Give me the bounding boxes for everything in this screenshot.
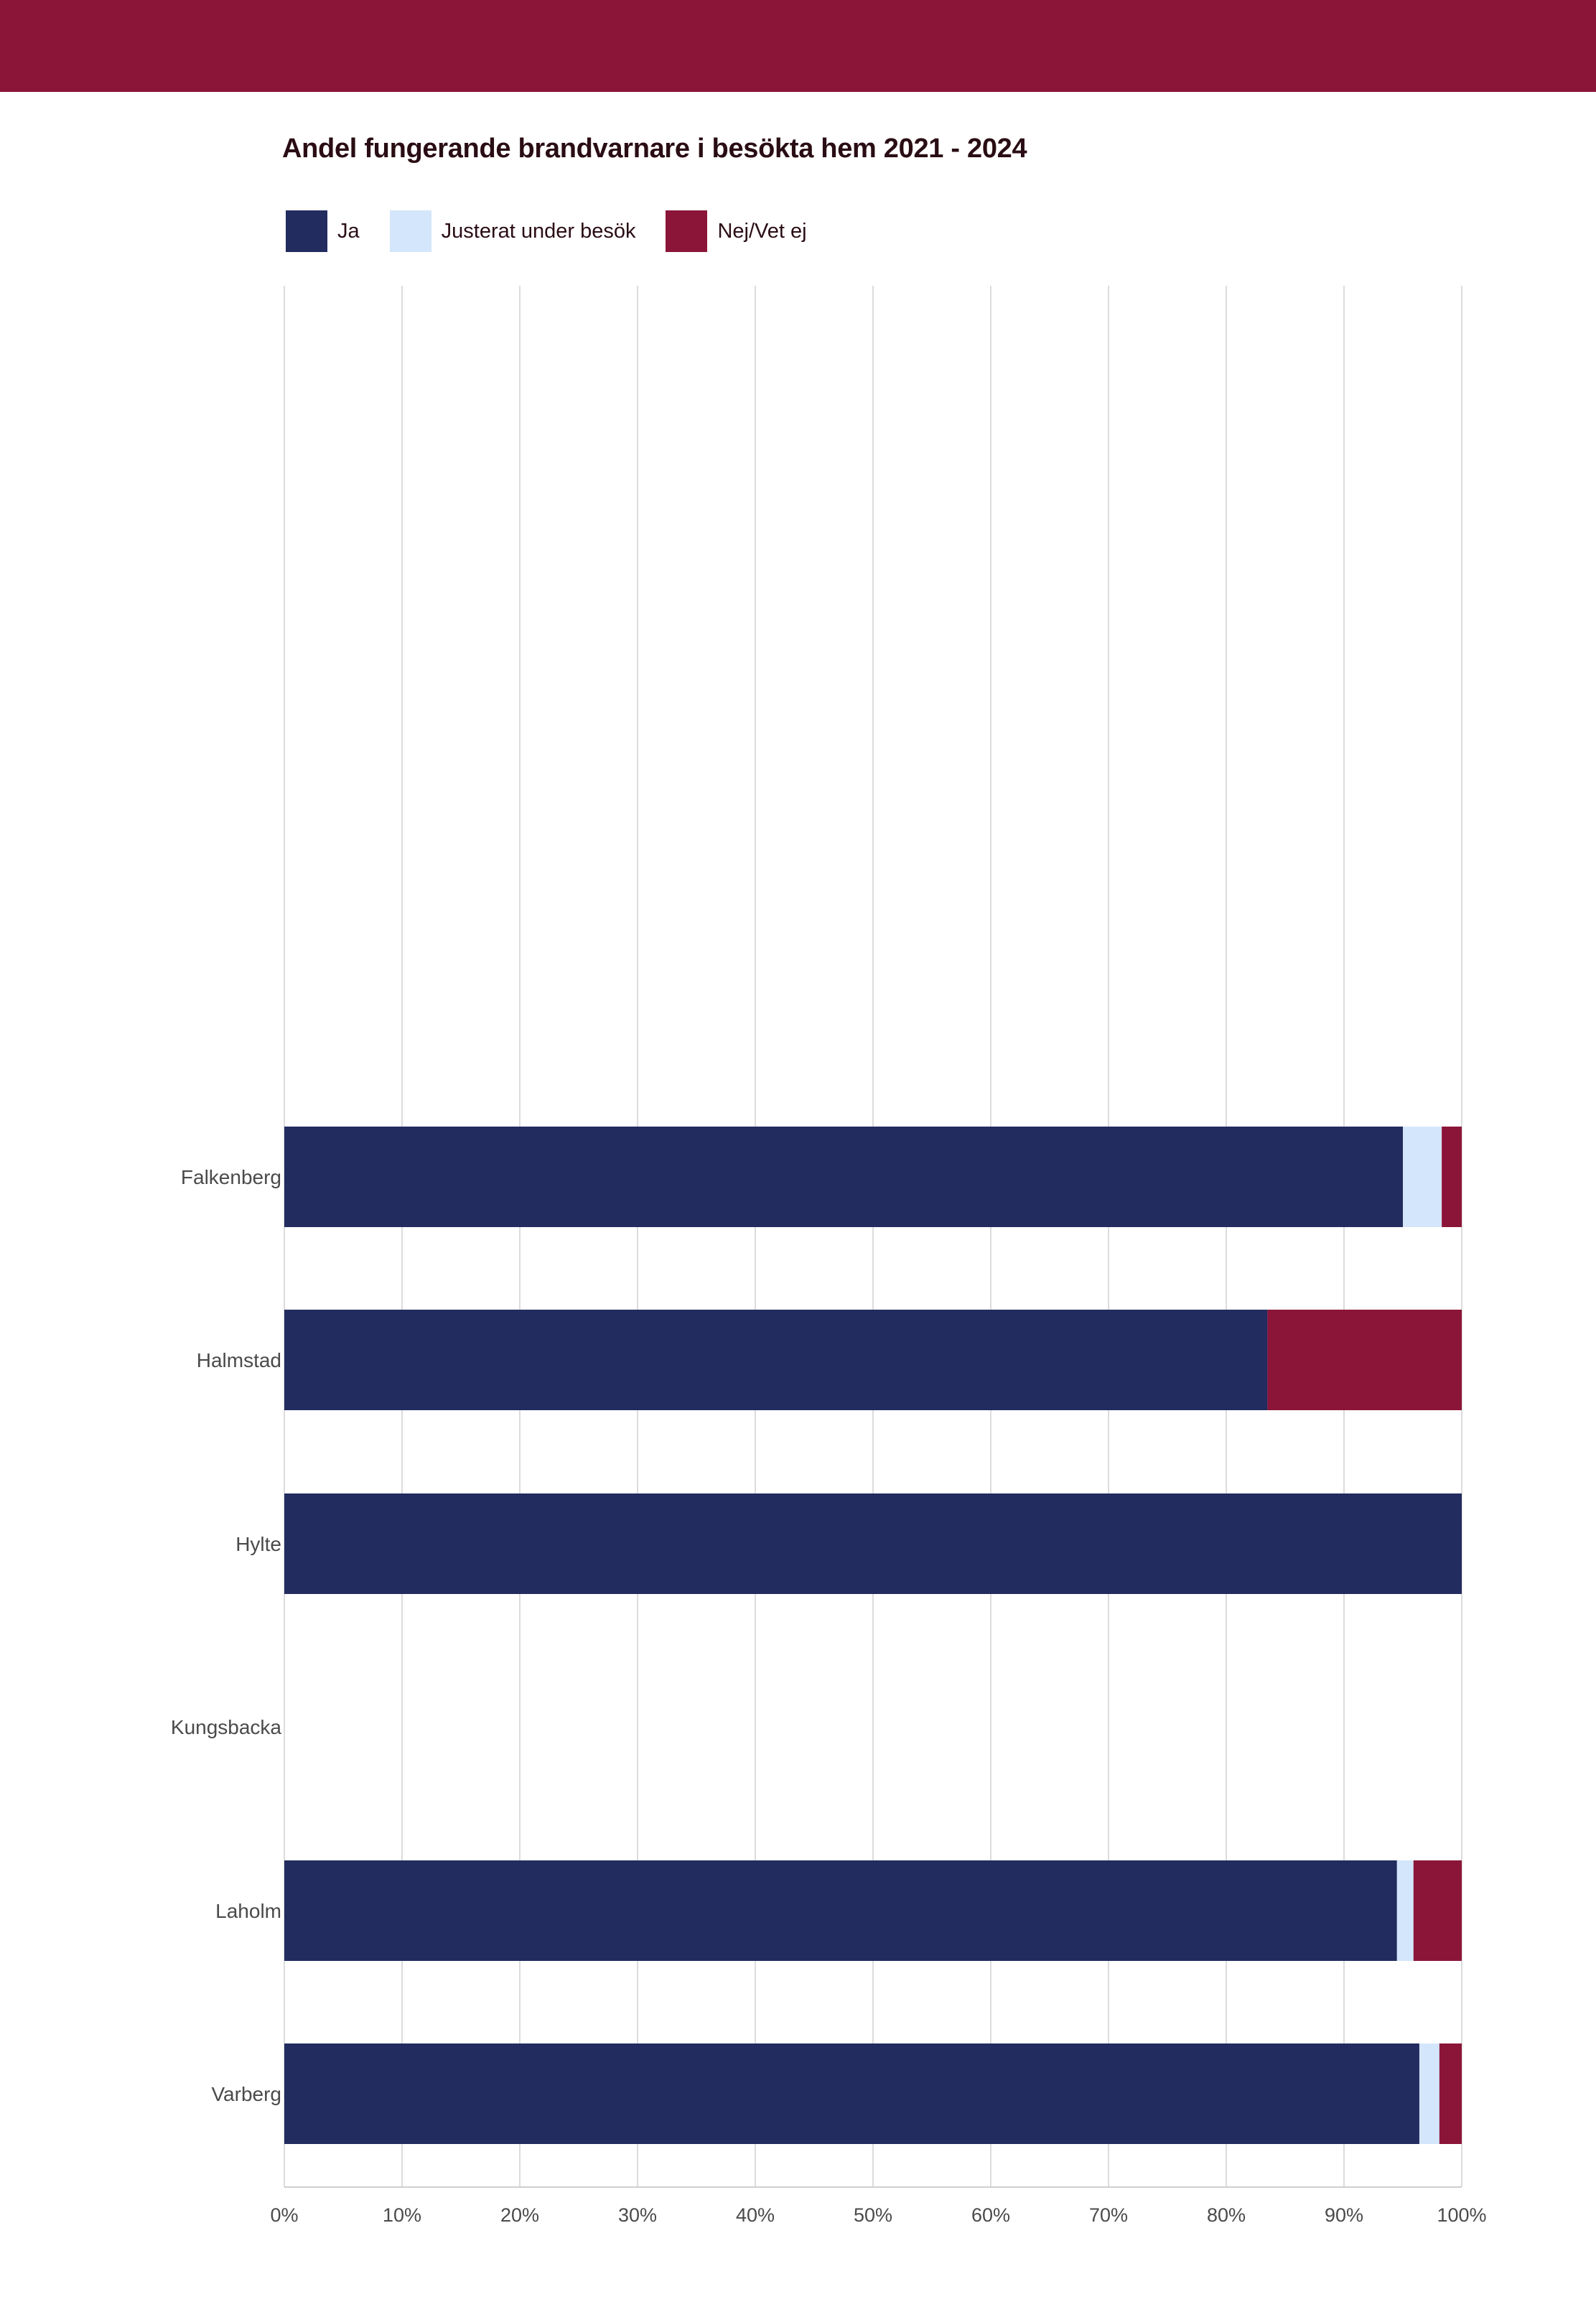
- x-tick-label: 30%: [618, 2204, 657, 2226]
- bar-varberg-justerat: [1419, 2043, 1439, 2144]
- chart-title: Andel fungerande brandvarnare i besökta …: [282, 134, 1027, 164]
- legend-swatch-justerat: [389, 210, 431, 252]
- legend-item-justerat: Justerat under besök: [389, 210, 636, 252]
- x-tick-label: 0%: [270, 2204, 298, 2226]
- bar-laholm-justerat: [1396, 1860, 1414, 1961]
- bar-halmstad-ja: [284, 1310, 1268, 1410]
- bar-halmstad-nej: [1267, 1310, 1462, 1410]
- bar-hylte-ja: [284, 1493, 1462, 1594]
- legend-swatch-nej: [666, 210, 708, 252]
- category-label: Laholm: [215, 1900, 281, 1922]
- category-label: Falkenberg: [181, 1166, 281, 1188]
- y-axis: Falkenberg Halmstad Hylte Kungsbacka Laholm V…: [171, 1166, 282, 2105]
- bar-varberg-ja: [284, 2043, 1419, 2144]
- x-tick-label: 20%: [500, 2204, 539, 2226]
- x-tick-label: 90%: [1325, 2204, 1363, 2226]
- bar-laholm-ja: [284, 1860, 1397, 1961]
- x-tick-label: 80%: [1207, 2204, 1246, 2226]
- bar-falkenberg-nej: [1442, 1127, 1462, 1227]
- x-tick-label: 60%: [971, 2204, 1010, 2226]
- x-tick-label: 40%: [736, 2204, 775, 2226]
- legend-label-justerat: Justerat under besök: [441, 219, 636, 243]
- x-axis: 0% 10% 20% 30% 40% 50% 60% 70% 80% 90% 100%: [270, 2186, 1487, 2226]
- x-tick-label: 70%: [1089, 2204, 1128, 2226]
- bar-falkenberg-ja: [284, 1127, 1403, 1227]
- legend-item-nej: Nej/Vet ej: [666, 210, 807, 252]
- header-band: [0, 0, 1596, 92]
- category-label: Halmstad: [197, 1349, 281, 1371]
- legend-label-nej: Nej/Vet ej: [717, 219, 807, 243]
- category-label: Varberg: [211, 2083, 281, 2105]
- chart-legend: Ja Justerat under besök Nej/Vet ej: [286, 210, 837, 253]
- bar-falkenberg-justerat: [1403, 1127, 1442, 1227]
- x-tick-label: 10%: [383, 2204, 421, 2226]
- bar-varberg-nej: [1439, 2043, 1462, 2144]
- legend-item-ja: Ja: [286, 210, 360, 252]
- x-tick-label: 100%: [1437, 2204, 1486, 2226]
- x-tick-label: 50%: [854, 2204, 892, 2226]
- legend-swatch-ja: [286, 210, 327, 252]
- bars: [284, 1127, 1462, 2144]
- category-label: Hylte: [235, 1533, 281, 1555]
- bar-laholm-nej: [1413, 1860, 1462, 1961]
- category-label: Kungsbacka: [171, 1716, 282, 1738]
- legend-label-ja: Ja: [337, 219, 360, 243]
